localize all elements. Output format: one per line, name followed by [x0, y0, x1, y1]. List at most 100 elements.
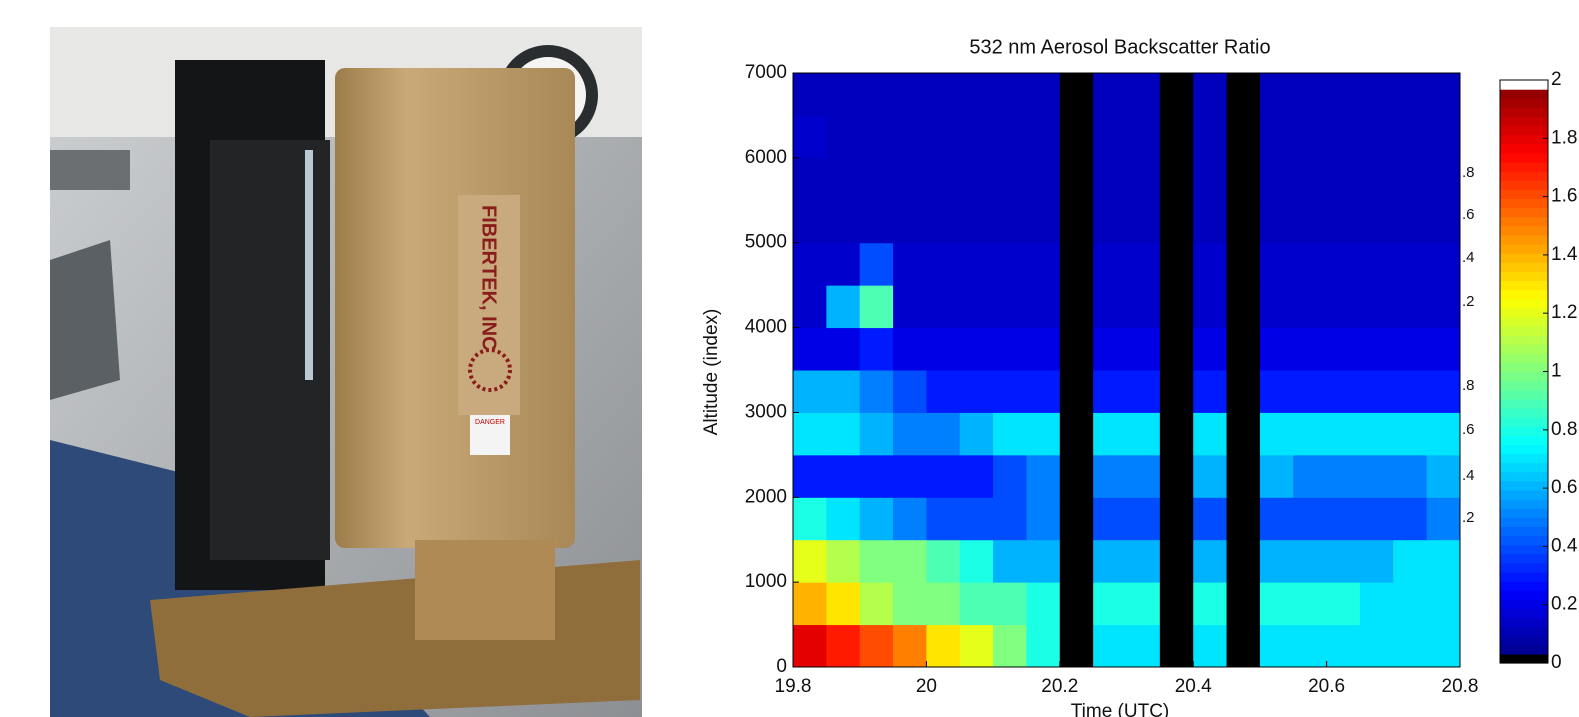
heat-cell	[1259, 454, 1294, 498]
y-tick-label: 4000	[745, 317, 787, 338]
heat-cell	[893, 370, 927, 413]
data-gap	[1159, 73, 1194, 116]
chart-title: 532 nm Aerosol Backscatter Ratio	[969, 36, 1270, 58]
heat-cell	[926, 285, 961, 329]
x-tick-label: 20.6	[1308, 676, 1345, 697]
heat-cell	[893, 115, 927, 159]
data-gap	[1059, 73, 1094, 116]
data-gap	[1226, 497, 1261, 541]
heat-cell	[893, 327, 927, 371]
heat-cell	[1193, 624, 1228, 668]
heat-cell	[1193, 370, 1228, 413]
heat-cell	[1359, 157, 1394, 201]
colorbar-band	[1500, 180, 1548, 190]
heat-cell	[893, 582, 927, 626]
heat-cell	[1326, 624, 1361, 668]
colorbar-band	[1500, 216, 1548, 227]
heat-cell	[1026, 285, 1061, 329]
brand-label: FIBERTEK, INC	[478, 205, 500, 351]
data-gap	[1059, 115, 1094, 159]
heat-cell	[1259, 285, 1294, 329]
colorbar-band	[1500, 553, 1548, 564]
heat-cell	[993, 370, 1027, 413]
data-gap	[1059, 157, 1094, 201]
heat-cell	[1293, 454, 1328, 498]
heat-cell	[893, 285, 927, 329]
colorbar-band	[1500, 617, 1548, 628]
heat-cell	[1126, 412, 1161, 456]
colorbar-band	[1500, 161, 1548, 172]
heat-cell	[993, 200, 1027, 244]
colorbar-band	[1500, 152, 1548, 163]
y-tick-label: 6000	[745, 147, 787, 168]
heat-cell	[1393, 157, 1428, 201]
heat-cell	[959, 327, 994, 371]
heat-cell	[793, 454, 827, 498]
colorbar-band	[1500, 517, 1548, 527]
colorbar-band	[1500, 435, 1548, 445]
heat-cell	[926, 115, 961, 159]
heat-cell	[826, 73, 861, 116]
heat-cell	[1259, 539, 1294, 583]
overlay-label: .6	[1462, 206, 1475, 223]
heat-cell	[1026, 539, 1061, 583]
heat-cell	[826, 370, 861, 413]
heat-cell	[1426, 157, 1461, 201]
heat-cell	[1126, 200, 1161, 244]
heat-cell	[1026, 115, 1061, 159]
heat-cell	[1393, 454, 1428, 498]
data-gap	[1159, 115, 1194, 159]
heat-cell	[959, 454, 994, 498]
heat-cell	[893, 73, 927, 116]
heat-cell	[893, 412, 927, 456]
heat-cell	[1259, 115, 1294, 159]
heat-cell	[1126, 327, 1161, 371]
colorbar-tick-label: 1	[1551, 361, 1562, 382]
data-gap	[1226, 370, 1261, 413]
heat-cell	[1393, 582, 1428, 626]
data-gap	[1159, 539, 1194, 583]
data-gap	[1226, 327, 1261, 371]
heat-cell	[1426, 497, 1461, 541]
data-gap	[1159, 327, 1194, 371]
heat-cell	[793, 370, 827, 413]
heat-cell	[1093, 624, 1127, 668]
heat-cell	[1393, 412, 1428, 456]
heat-cell	[993, 624, 1027, 668]
heat-cell	[1193, 242, 1228, 286]
heat-cell	[793, 200, 827, 244]
heat-cell	[926, 497, 961, 541]
colorbar-band	[1500, 362, 1548, 373]
colorbar-band	[1500, 243, 1548, 254]
data-gap	[1159, 497, 1194, 541]
heat-cell	[1326, 327, 1361, 371]
heat-cell	[993, 73, 1027, 116]
heat-cell	[859, 454, 894, 498]
heat-cell	[1326, 115, 1361, 159]
colorbar-band	[1500, 253, 1548, 263]
x-tick-label: 20	[916, 676, 937, 697]
heat-cell	[993, 285, 1027, 329]
heat-cell	[926, 412, 961, 456]
heat-cell	[993, 582, 1027, 626]
heat-cell	[1026, 370, 1061, 413]
heat-cell	[1393, 73, 1428, 116]
heat-cell	[993, 454, 1027, 498]
heat-cell	[926, 200, 961, 244]
data-gap	[1159, 157, 1194, 201]
heat-cell	[1293, 539, 1328, 583]
heat-cell	[959, 73, 994, 116]
heat-cell	[1093, 242, 1127, 286]
colorbar-band	[1500, 444, 1548, 455]
colorbar-band	[1500, 544, 1548, 555]
heat-cell	[1193, 115, 1228, 159]
colorbar-band	[1500, 644, 1548, 655]
heat-cell	[1393, 370, 1428, 413]
overlay-label: .8	[1462, 377, 1475, 394]
heat-cell	[859, 73, 894, 116]
heat-cell	[1093, 285, 1127, 329]
colorbar-tick-label: 0.8	[1551, 419, 1577, 440]
data-gap	[1059, 582, 1094, 626]
x-tick-label: 20.4	[1175, 676, 1212, 697]
